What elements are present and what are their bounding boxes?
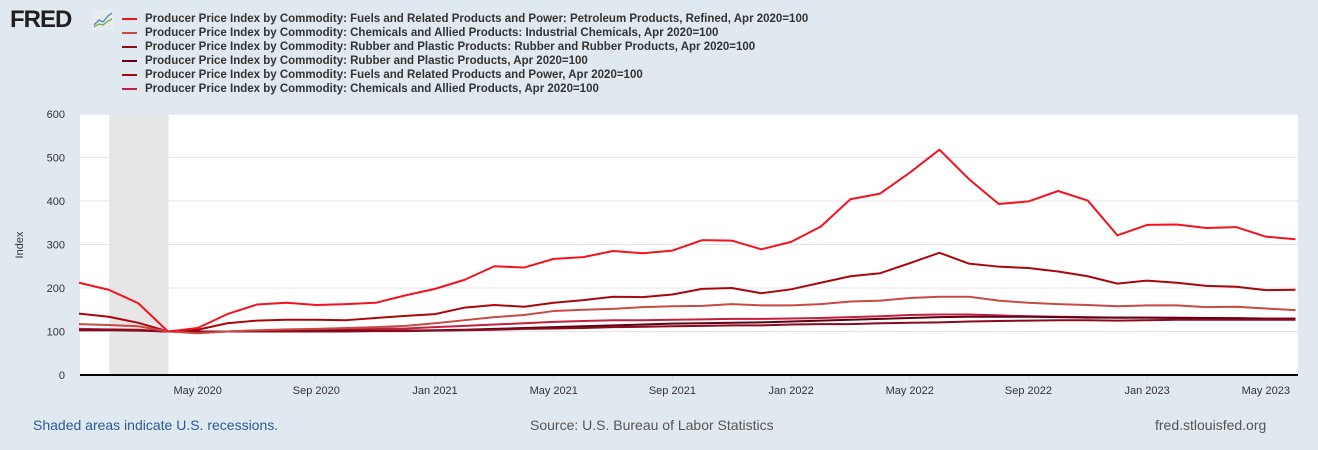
x-tick-label: Jan 2023 <box>1124 385 1169 397</box>
legend-item[interactable]: Producer Price Index by Commodity: Fuels… <box>122 12 808 26</box>
fred-chart-icon <box>92 10 114 30</box>
x-tick-label: May 2022 <box>886 385 934 397</box>
legend-label: Producer Price Index by Commodity: Chemi… <box>145 27 719 39</box>
y-tick-label: 100 <box>47 327 65 339</box>
legend: Producer Price Index by Commodity: Fuels… <box>122 12 808 96</box>
legend-label: Producer Price Index by Commodity: Rubbe… <box>145 41 756 53</box>
legend-swatch <box>122 46 137 48</box>
legend-swatch <box>122 60 137 62</box>
legend-item[interactable]: Producer Price Index by Commodity: Rubbe… <box>122 54 808 68</box>
series-line <box>78 251 1296 333</box>
y-axis-label: Index <box>14 231 26 258</box>
legend-item[interactable]: Producer Price Index by Commodity: Chemi… <box>122 26 808 40</box>
x-tick-label: May 2021 <box>530 385 578 397</box>
series-line <box>78 295 1296 335</box>
x-tick-label: May 2020 <box>174 385 222 397</box>
source-note: Source: U.S. Bureau of Labor Statistics <box>530 417 774 433</box>
legend-label: Producer Price Index by Commodity: Chemi… <box>145 83 599 95</box>
legend-swatch <box>122 18 137 20</box>
recession-note: Shaded areas indicate U.S. recessions. <box>33 417 279 433</box>
legend-swatch <box>122 32 137 34</box>
x-tick-label: Sep 2020 <box>293 385 340 397</box>
legend-swatch <box>122 74 137 76</box>
y-tick-label: 400 <box>47 196 65 208</box>
x-tick-label: Sep 2021 <box>649 385 696 397</box>
legend-label: Producer Price Index by Commodity: Fuels… <box>145 13 809 25</box>
legend-label: Producer Price Index by Commodity: Rubbe… <box>145 55 588 67</box>
legend-item[interactable]: Producer Price Index by Commodity: Fuels… <box>122 68 808 82</box>
legend-swatch <box>122 88 137 90</box>
legend-item[interactable]: Producer Price Index by Commodity: Chemi… <box>122 82 808 96</box>
x-tick-label: Jan 2022 <box>768 385 813 397</box>
y-tick-label: 200 <box>47 283 65 295</box>
x-tick-label: Jan 2021 <box>412 385 457 397</box>
site-link[interactable]: fred.stlouisfed.org <box>1155 417 1267 433</box>
x-tick-label: May 2023 <box>1242 385 1290 397</box>
series-line <box>78 148 1296 333</box>
legend-label: Producer Price Index by Commodity: Fuels… <box>145 69 643 81</box>
x-tick-label: Sep 2022 <box>1005 385 1052 397</box>
y-tick-label: 300 <box>47 240 65 252</box>
legend-item[interactable]: Producer Price Index by Commodity: Rubbe… <box>122 40 808 54</box>
y-tick-label: 600 <box>47 109 65 121</box>
series-line <box>79 318 1296 333</box>
y-tick-label: 500 <box>47 153 65 165</box>
y-tick-label: 0 <box>59 370 65 382</box>
fred-logo[interactable]: FRED <box>10 6 72 33</box>
